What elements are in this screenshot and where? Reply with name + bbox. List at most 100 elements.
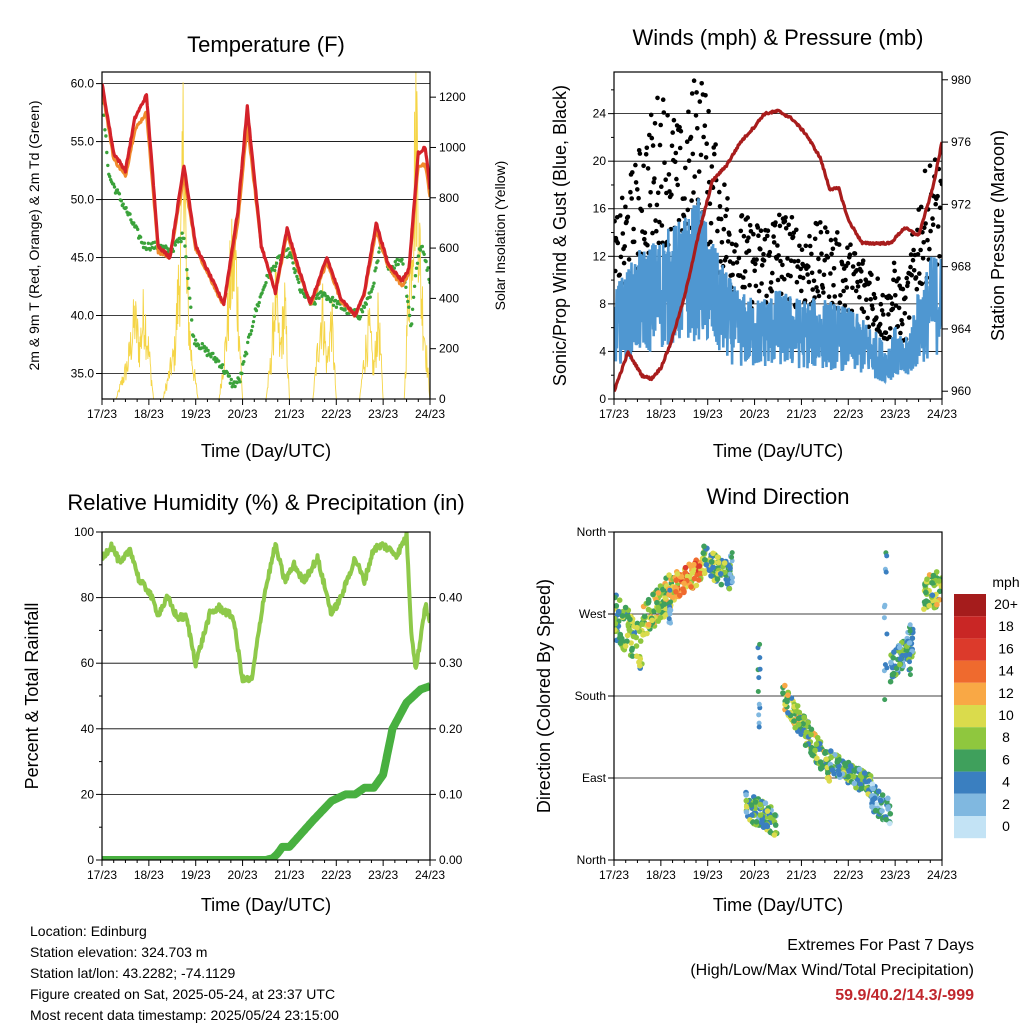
direction-point — [743, 809, 750, 815]
gust-point — [886, 312, 891, 317]
y-tick-label: 60 — [81, 656, 95, 670]
gust-point — [659, 184, 664, 189]
gust-point — [636, 195, 641, 201]
dewpoint-point — [273, 264, 278, 269]
y2-tick-label: 960 — [951, 384, 971, 398]
legend-label: 18 — [998, 618, 1014, 634]
direction-point — [889, 671, 896, 678]
dewpoint-point — [128, 212, 132, 216]
gust-point — [877, 321, 883, 327]
gust-point — [736, 255, 742, 261]
gust-point — [654, 228, 659, 234]
dewpoint-point — [330, 295, 335, 300]
direction-point — [896, 644, 903, 651]
gust-point — [672, 159, 678, 165]
direction-point — [708, 559, 715, 565]
gust-point — [620, 231, 626, 236]
gust-point — [626, 257, 632, 262]
direction-point — [724, 580, 730, 587]
direction-point — [822, 749, 829, 755]
gust-point — [881, 312, 886, 317]
gust-point — [917, 271, 922, 276]
direction-point — [753, 819, 760, 825]
dewpoint-point — [142, 241, 147, 245]
gust-point — [765, 233, 770, 239]
gust-point — [913, 275, 919, 280]
direction-point — [884, 553, 890, 559]
dewpoint-point — [104, 134, 108, 138]
y-axis-label: Sonic/Prop Wind & Gust (Blue, Black) — [550, 85, 570, 386]
dewpoint-point — [206, 348, 210, 353]
dewpoint-point — [204, 346, 208, 350]
gust-point — [868, 297, 873, 302]
gust-point — [662, 160, 667, 165]
chart-panel-4: Wind DirectionNorthEastSouthWestNorth17/… — [534, 484, 957, 915]
gust-point — [635, 187, 640, 192]
direction-point — [655, 604, 661, 611]
chart-title: Winds (mph) & Pressure (mb) — [633, 25, 924, 50]
dewpoint-point — [372, 281, 376, 285]
y-tick-label: North — [577, 853, 606, 867]
gust-point — [684, 139, 690, 144]
x-axis-label: Time (Day/UTC) — [713, 895, 843, 915]
gust-point — [891, 260, 897, 266]
gust-point — [778, 258, 783, 264]
legend-swatch — [954, 616, 986, 639]
gust-point — [787, 231, 793, 237]
x-tick-label: 22/23 — [321, 407, 351, 421]
y-tick-label: North — [577, 525, 606, 539]
gust-point — [836, 242, 842, 247]
direction-point — [829, 767, 836, 773]
direction-point — [614, 615, 618, 622]
direction-point — [885, 804, 891, 810]
gust-point — [806, 279, 812, 285]
direction-point — [629, 653, 636, 659]
dewpoint-point — [115, 188, 120, 192]
dewpoint-point — [252, 314, 257, 318]
gust-point — [782, 276, 787, 282]
legend-label: 20+ — [994, 596, 1018, 612]
gust-point — [824, 229, 830, 235]
dewpoint-point — [129, 218, 133, 222]
gust-point — [845, 245, 850, 250]
y-axis-label: 2m & 9m T (Red, Orange) & 2m Td (Green) — [26, 101, 42, 371]
dewpoint-point — [254, 308, 259, 313]
gust-point — [911, 247, 916, 253]
gust-point — [925, 237, 930, 243]
direction-point — [696, 563, 703, 569]
gust-point — [691, 78, 697, 83]
gust-point — [861, 309, 867, 315]
x-tick-label: 18/23 — [646, 407, 676, 421]
direction-point — [755, 689, 761, 694]
x-tick-label: 23/23 — [880, 407, 910, 421]
dewpoint-point — [401, 262, 405, 266]
dewpoint-point — [148, 248, 152, 252]
gust-point — [666, 172, 672, 177]
gust-point — [653, 218, 658, 223]
direction-point — [727, 571, 733, 577]
direction-point — [674, 571, 681, 577]
dewpoint-point — [187, 286, 191, 290]
y2-tick-label: 976 — [951, 135, 971, 149]
direction-point — [834, 759, 841, 765]
dewpoint-point — [358, 315, 363, 319]
gust-point — [914, 286, 920, 292]
gust-point — [785, 256, 790, 261]
gust-point — [874, 315, 879, 320]
direction-point — [851, 767, 857, 774]
dewpoint-point — [263, 283, 267, 288]
gust-point — [725, 239, 731, 244]
dewpoint-point — [405, 294, 409, 298]
x-tick-label: 24/23 — [415, 407, 445, 421]
dewpoint-point — [427, 277, 430, 282]
legend-label: 10 — [998, 707, 1014, 723]
gust-point — [911, 268, 917, 273]
y2-tick-label: 0.30 — [439, 656, 463, 670]
dewpoint-point — [132, 221, 136, 225]
x-axis-label: Time (Day/UTC) — [201, 895, 331, 915]
x-tick-label: 19/23 — [693, 868, 723, 882]
gust-point — [767, 249, 773, 255]
gust-point — [759, 281, 764, 286]
dewpoint-point — [209, 355, 213, 359]
x-tick-label: 23/23 — [368, 868, 398, 882]
